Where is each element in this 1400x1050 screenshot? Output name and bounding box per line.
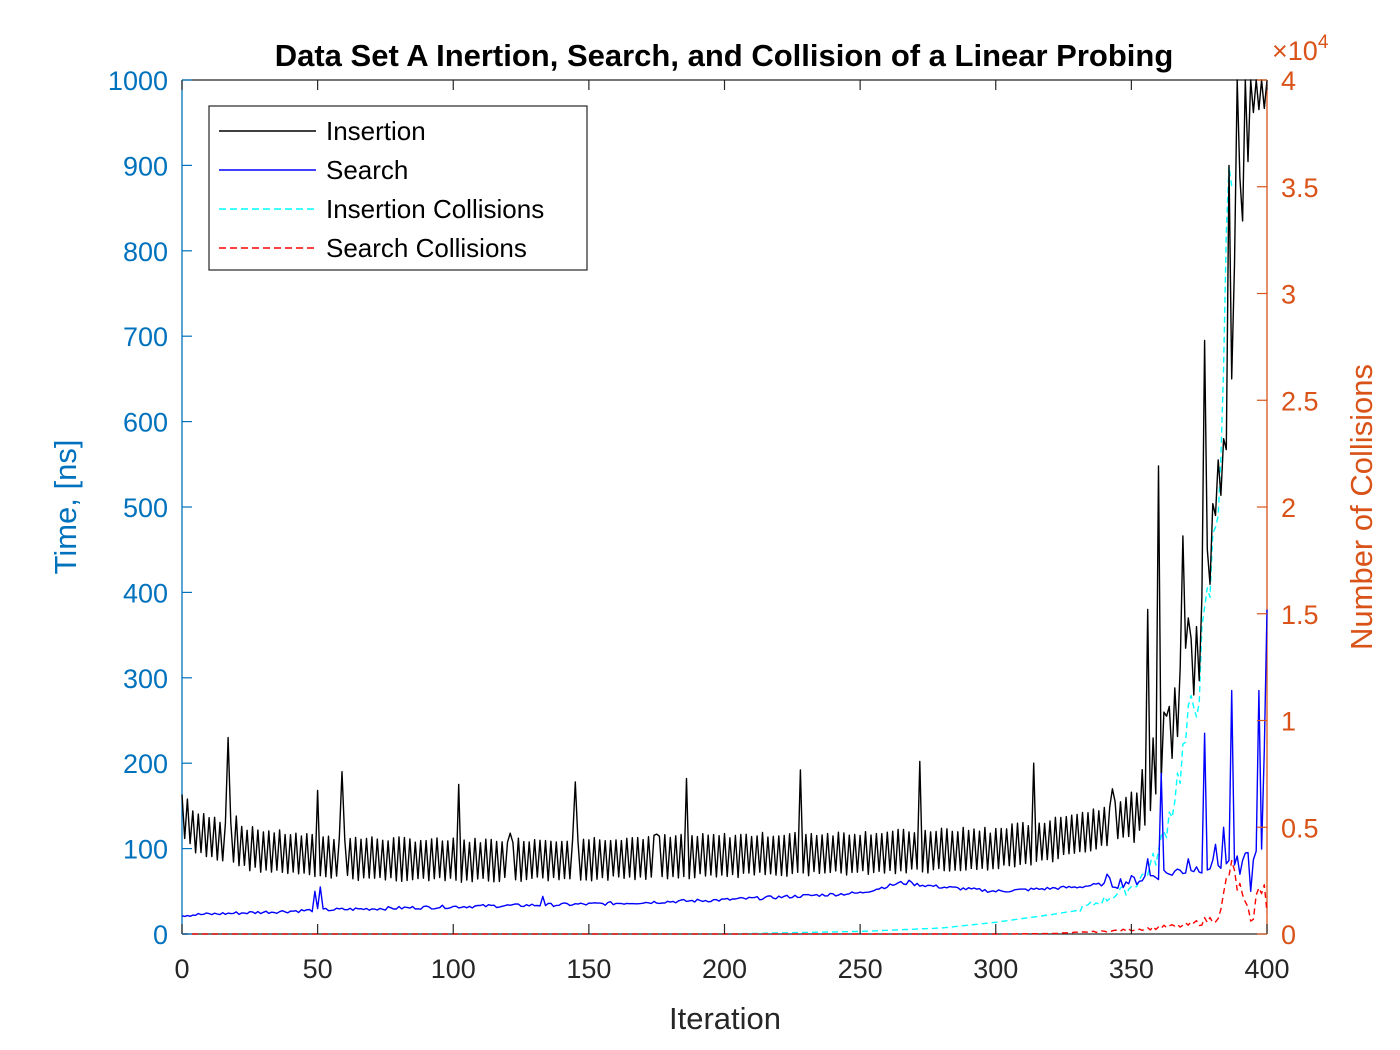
right-axis-label: Number of Collisions bbox=[1344, 364, 1379, 650]
left-tick-label: 600 bbox=[123, 408, 168, 438]
left-tick-label: 700 bbox=[123, 322, 168, 352]
x-tick-label: 400 bbox=[1244, 954, 1289, 984]
left-tick-label: 800 bbox=[123, 237, 168, 267]
search-series bbox=[181, 609, 1268, 918]
right-axis-exponent: ×104 bbox=[1272, 32, 1329, 66]
right-tick-label: 0 bbox=[1281, 920, 1296, 950]
legend-label-insertion: Insertion bbox=[326, 116, 426, 146]
chart-title: Data Set A Inertion, Search, and Collisi… bbox=[275, 38, 1174, 73]
x-tick-label: 300 bbox=[973, 954, 1018, 984]
left-tick-label: 100 bbox=[123, 835, 168, 865]
right-tick-label: 3 bbox=[1281, 280, 1296, 310]
x-tick-label: 200 bbox=[702, 954, 747, 984]
right-tick-label: 0.5 bbox=[1281, 813, 1319, 843]
insertion-series bbox=[181, 79, 1268, 883]
legend-label-search-collisions: Search Collisions bbox=[326, 233, 527, 263]
legend-box bbox=[208, 105, 588, 271]
insertion-line bbox=[181, 79, 1268, 883]
right-tick-label: 2 bbox=[1281, 493, 1296, 523]
left-tick-label: 400 bbox=[123, 578, 168, 608]
x-tick-label: 250 bbox=[838, 954, 883, 984]
x-tick-label: 50 bbox=[303, 954, 333, 984]
legend: Insertion Search Insertion Collisions Se… bbox=[208, 105, 588, 271]
left-tick-label: 0 bbox=[153, 920, 168, 950]
left-tick-label: 200 bbox=[123, 749, 168, 779]
x-axis-ticks: 0 50 100 150 200 250 300 350 400 bbox=[174, 80, 1290, 984]
legend-label-search: Search bbox=[326, 155, 408, 185]
search-line bbox=[181, 609, 1268, 918]
search-collisions-series bbox=[182, 859, 1268, 935]
x-axis-label: Iteration bbox=[669, 1001, 781, 1036]
right-axis-ticks: 0 0.5 1 1.5 2 2.5 3 3.5 4 bbox=[1257, 66, 1319, 950]
legend-label-insertion-collisions: Insertion Collisions bbox=[326, 194, 544, 224]
x-tick-label: 100 bbox=[431, 954, 476, 984]
left-tick-label: 300 bbox=[123, 664, 168, 694]
x-tick-label: 0 bbox=[174, 954, 189, 984]
right-tick-label: 3.5 bbox=[1281, 173, 1319, 203]
left-axis-ticks: 0 100 200 300 400 500 600 700 800 900 1000 bbox=[108, 66, 192, 950]
x-tick-label: 150 bbox=[566, 954, 611, 984]
x-tick-label: 350 bbox=[1109, 954, 1154, 984]
right-tick-label: 1.5 bbox=[1281, 600, 1319, 630]
left-tick-label: 900 bbox=[123, 151, 168, 181]
left-axis-label: Time, [ns] bbox=[48, 440, 83, 575]
left-tick-label: 1000 bbox=[108, 66, 168, 96]
right-tick-label: 2.5 bbox=[1281, 386, 1319, 416]
search-collisions-line bbox=[182, 859, 1268, 935]
right-tick-label: 1 bbox=[1281, 707, 1296, 737]
left-tick-label: 500 bbox=[123, 493, 168, 523]
right-tick-label: 4 bbox=[1281, 66, 1296, 96]
